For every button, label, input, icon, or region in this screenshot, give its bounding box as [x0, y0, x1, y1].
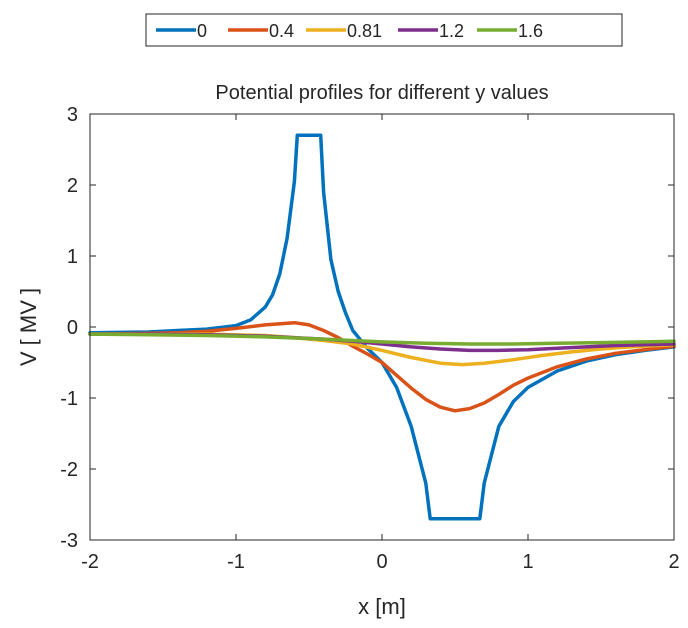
- legend-label-2: 0.81: [347, 21, 382, 41]
- x-tick-label: -2: [81, 551, 99, 573]
- legend-label-1: 0.4: [269, 21, 294, 41]
- y-axis-label: V [ MV ]: [16, 288, 41, 366]
- legend-label-0: 0: [197, 21, 207, 41]
- y-tick-label: 1: [67, 246, 78, 268]
- legend: 0 0.4 0.81 1.2 1.6: [145, 13, 623, 47]
- y-tick-label: 3: [67, 104, 78, 126]
- x-axis-label: x [m]: [358, 594, 406, 619]
- y-tick-label: -2: [60, 459, 78, 481]
- x-tick-label: 1: [522, 551, 533, 573]
- plot-background: [90, 114, 674, 540]
- legend-label-4: 1.6: [518, 21, 543, 41]
- y-tick-label: 0: [67, 317, 78, 339]
- legend-label-3: 1.2: [439, 21, 464, 41]
- series-line-1: [88, 320, 676, 413]
- chart-title: Potential profiles for different y value…: [215, 82, 548, 104]
- series-line-0: [88, 133, 676, 521]
- legend-box: [145, 13, 623, 47]
- x-tick-label: 0: [376, 551, 387, 573]
- y-tick-label: -3: [60, 530, 78, 552]
- y-tick-label: -1: [60, 388, 78, 410]
- y-tick-label: 2: [67, 175, 78, 197]
- x-tick-label: 2: [668, 551, 679, 573]
- x-tick-label: -1: [227, 551, 245, 573]
- series-line-4: [88, 332, 676, 346]
